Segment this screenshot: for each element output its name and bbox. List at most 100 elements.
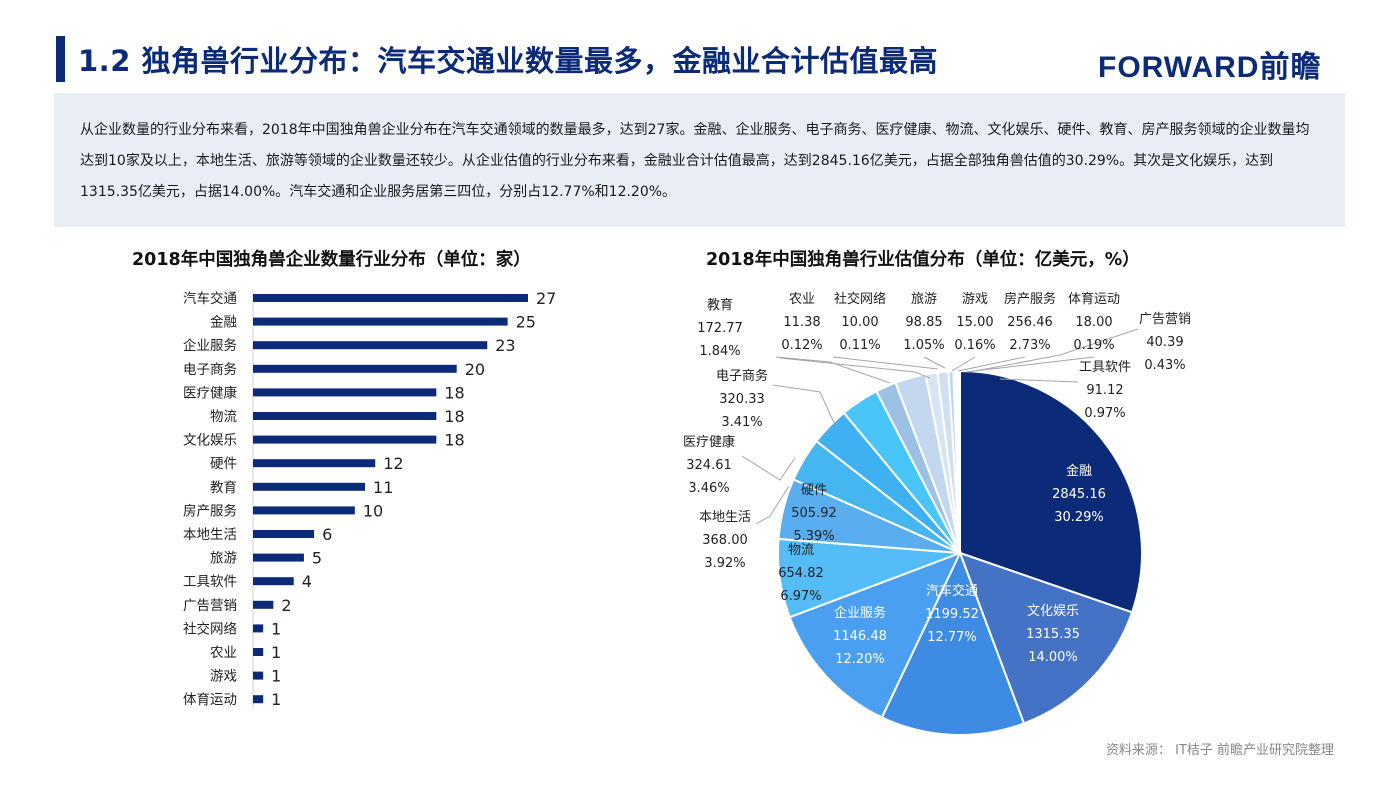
pie-leader-line [779, 357, 931, 379]
bar [253, 530, 315, 538]
pie-slice-percent-label: 0.12% [781, 338, 822, 353]
bar [253, 317, 508, 326]
pie-slice-name-label: 农业 [789, 292, 815, 307]
bar-category-label: 企业服务 [183, 337, 237, 354]
pie-slice-percent-label: 1.05% [903, 338, 944, 353]
pie-slice-name-label: 企业服务 [834, 605, 886, 621]
summary-text: 从企业数量的行业分布来看，2018年中国独角兽企业分布在汽车交通领域的数量最多，… [54, 93, 1345, 227]
bar-category-label: 广告营销 [183, 598, 237, 614]
bar-category-label: 社交网络 [183, 620, 237, 637]
bar-category-label: 电子商务 [183, 362, 237, 378]
pie-slice-value-label: 2845.16 [1052, 487, 1106, 502]
pie-slice [777, 478, 961, 554]
pie-leader-line [775, 356, 891, 384]
pie-slice-name-label: 汽车交通 [926, 583, 978, 599]
bar-category-label: 体育运动 [183, 692, 237, 708]
pie-slice-percent-label: 6.97% [780, 589, 821, 604]
pie-slice [842, 390, 961, 554]
pie-slice-value-label: 368.00 [702, 533, 748, 548]
bar-value-label: 1 [271, 690, 281, 709]
pie-slice-value-label: 320.33 [719, 392, 765, 407]
pie-slice-percent-label: 1.84% [699, 344, 740, 359]
pie-slice-percent-label: 2.73% [1009, 338, 1050, 353]
bar-category-label: 农业 [210, 645, 237, 661]
bar-value-label: 18 [444, 383, 464, 402]
bar [253, 506, 355, 515]
pie-slice [792, 439, 961, 554]
bar [253, 459, 376, 468]
pie-slice-percent-label: 0.16% [954, 338, 995, 353]
pie-leader-line [755, 485, 790, 525]
bar [253, 482, 366, 491]
pie-slice-name-label: 工具软件 [1079, 360, 1131, 375]
pie-slice-percent-label: 14.00% [1028, 650, 1078, 665]
pie-slice-percent-label: 0.97% [1084, 406, 1125, 421]
bar-value-label: 23 [495, 336, 515, 355]
bar [253, 435, 437, 444]
pie-slice-value-label: 11.38 [783, 315, 820, 330]
pie-slice-value-label: 91.12 [1086, 383, 1123, 398]
pie-slice-name-label: 本地生活 [699, 510, 751, 525]
page-title: 1.2 独角兽行业分布：汽车交通业数量最多，金融业合计估值最高 [78, 44, 938, 78]
pie-leader-line [772, 384, 836, 426]
pie-slice [936, 370, 961, 554]
bar-category-label: 游戏 [210, 669, 237, 685]
pie-slice-percent-label: 30.29% [1054, 510, 1104, 525]
pie-slice [959, 369, 1143, 614]
pie-leader-line [957, 356, 1026, 372]
pie-slice-name-label: 房产服务 [1004, 291, 1056, 307]
bar-value-label: 25 [516, 313, 536, 332]
bar-value-label: 12 [383, 454, 403, 473]
bar-value-label: 10 [363, 501, 383, 520]
pie-slice-value-label: 1199.52 [925, 607, 979, 622]
pie-leader-line [969, 328, 1139, 373]
pie-slice [777, 537, 961, 619]
pie-slice-value-label: 1146.48 [833, 629, 887, 644]
bar-category-label: 金融 [210, 315, 237, 331]
pie-slice-name-label: 旅游 [911, 292, 937, 307]
pie-slice [952, 370, 961, 554]
brand-logo: FORWARD前瞻 [1098, 51, 1322, 84]
bar [253, 553, 304, 562]
pie-slice [815, 411, 961, 554]
pie-leader-line [951, 356, 976, 372]
pie-slice [947, 370, 961, 554]
pie-slice [954, 370, 961, 554]
pie-leader-line [832, 356, 939, 370]
bar-category-label: 教育 [210, 480, 237, 496]
pie-slice-percent-label: 12.77% [927, 630, 977, 645]
pie-slice-value-label: 18.00 [1075, 315, 1112, 330]
pie-slice-value-label: 172.77 [697, 321, 743, 336]
pie-slice [956, 369, 961, 554]
pie-slice [788, 551, 962, 719]
pie-slice-value-label: 256.46 [1007, 315, 1053, 330]
pie-slice-name-label: 游戏 [962, 292, 988, 307]
bar-value-label: 20 [465, 360, 485, 379]
bar-value-label: 1 [271, 667, 281, 686]
bar-category-label: 汽车交通 [183, 290, 237, 307]
bar-category-label: 房产服务 [183, 503, 237, 519]
pie-slice-value-label: 654.82 [778, 566, 824, 581]
pie-slice [894, 373, 961, 554]
bar [253, 364, 457, 373]
pie-slice-name-label: 教育 [707, 297, 733, 313]
pie-slice-value-label: 40.39 [1146, 335, 1183, 350]
bar-value-label: 5 [312, 549, 322, 568]
pie-leader-line [741, 455, 796, 481]
pie-slice-percent-label: 5.39% [793, 529, 834, 544]
pie-slice-percent-label: 12.20% [835, 652, 885, 667]
pie-slice-name-label: 社交网络 [834, 291, 886, 307]
bar-value-label: 11 [373, 478, 393, 497]
pie-slice-name-label: 物流 [788, 543, 814, 558]
pie-slice-value-label: 10.00 [841, 315, 878, 330]
pie-slice-name-label: 硬件 [801, 483, 827, 498]
bar-value-label: 2 [281, 596, 291, 615]
bar-category-label: 物流 [210, 409, 237, 425]
bar [253, 671, 264, 680]
title-accent-bar [56, 36, 65, 82]
bar-value-label: 1 [271, 619, 281, 638]
pie-slice-value-label: 15.00 [956, 315, 993, 330]
pie-slice [924, 371, 961, 554]
pie-slice-name-label: 金融 [1066, 463, 1092, 479]
